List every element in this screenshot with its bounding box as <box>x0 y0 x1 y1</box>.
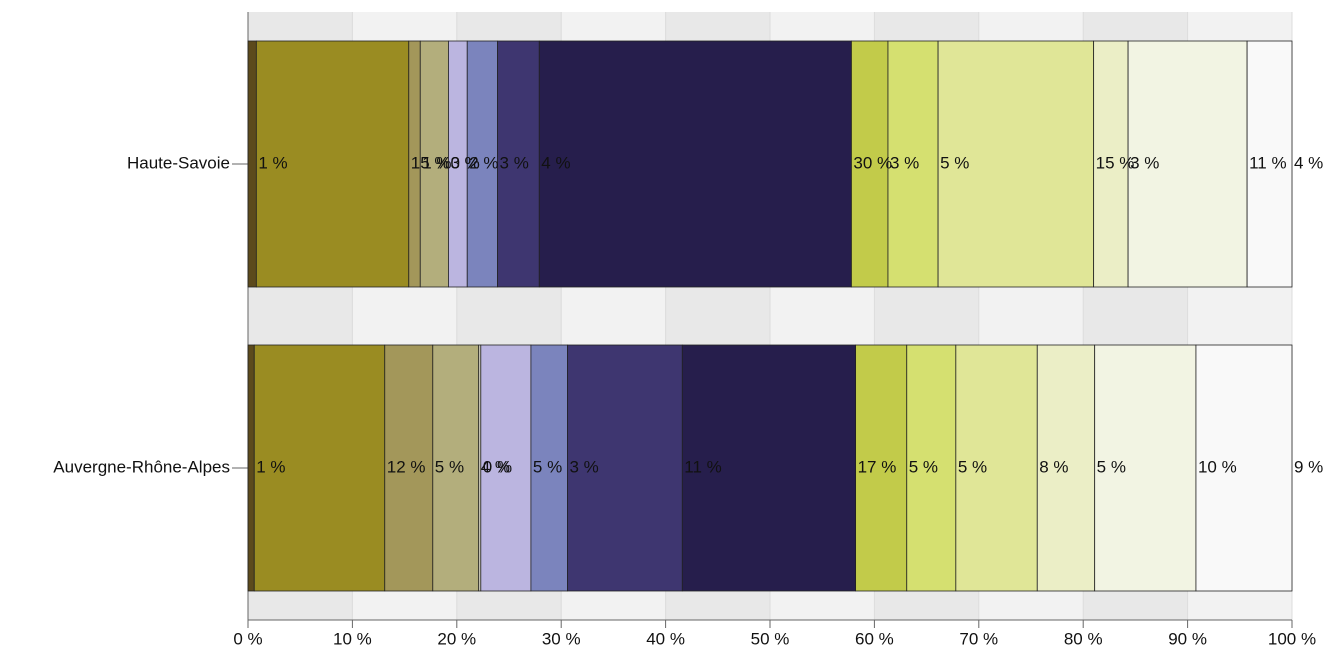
x-tick-label: 40 % <box>646 629 685 648</box>
bar-segment <box>247 40 257 288</box>
bar-segment <box>906 344 957 592</box>
value-label: 5 % <box>435 457 464 476</box>
value-label: 1 % <box>422 153 451 172</box>
value-label: 1 % <box>258 153 287 172</box>
value-label: 3 % <box>890 153 919 172</box>
value-label: 10 % <box>1198 457 1237 476</box>
bar-segment <box>567 344 683 592</box>
bar-segment <box>1094 344 1197 592</box>
y-tick-label: Auvergne-Rhône-Alpes <box>53 457 230 476</box>
y-tick-label: Haute-Savoie <box>127 153 230 172</box>
bar-segment <box>247 344 255 592</box>
value-label: 1 % <box>256 457 285 476</box>
bar-segment <box>1127 40 1248 288</box>
bar-segment <box>1036 344 1096 592</box>
value-label: 17 % <box>858 457 897 476</box>
x-tick-label: 60 % <box>855 629 894 648</box>
value-label: 4 % <box>481 457 510 476</box>
bar-segment <box>1195 344 1293 592</box>
x-tick-label: 70 % <box>959 629 998 648</box>
bar-segment <box>432 344 480 592</box>
bar-segment <box>855 344 908 592</box>
value-label: 12 % <box>387 457 426 476</box>
value-label: 11 % <box>684 457 722 476</box>
value-label: 3 % <box>450 153 479 172</box>
value-label: 30 % <box>853 153 892 172</box>
bar-segment <box>1246 40 1293 288</box>
bar-segment <box>887 40 939 288</box>
value-label: 15 % <box>1096 153 1135 172</box>
value-label: 3 % <box>569 457 598 476</box>
bar-segment <box>384 344 434 592</box>
value-label: 0 % <box>450 153 479 172</box>
value-label: 3 % <box>1130 153 1159 172</box>
x-tick-label: 90 % <box>1168 629 1207 648</box>
x-tick-label: 80 % <box>1064 629 1103 648</box>
x-tick-label: 50 % <box>751 629 790 648</box>
bar-segment <box>480 344 532 592</box>
value-label: 5 % <box>940 153 969 172</box>
value-label: 0 % <box>483 457 512 476</box>
value-label: 5 % <box>1097 457 1126 476</box>
x-tick-label: 0 % <box>233 629 262 648</box>
bar-segment <box>255 40 410 288</box>
value-label: 15 % <box>411 153 450 172</box>
value-label: 4 % <box>541 153 570 172</box>
x-tick-label: 20 % <box>437 629 476 648</box>
value-label: 4 % <box>1294 153 1323 172</box>
x-tick-label: 100 % <box>1268 629 1316 648</box>
value-label: 8 % <box>1039 457 1068 476</box>
bar-segment <box>419 40 449 288</box>
value-label: 9 % <box>1294 457 1323 476</box>
x-tick-label: 10 % <box>333 629 372 648</box>
value-label: 5 % <box>909 457 938 476</box>
value-label: 2 % <box>469 153 498 172</box>
value-label: 11 % <box>1249 153 1287 172</box>
bar-segment <box>955 344 1038 592</box>
bar-segment <box>466 40 498 288</box>
bar-segment <box>538 40 852 288</box>
value-label: 5 % <box>533 457 562 476</box>
bar-segment <box>937 40 1095 288</box>
value-label: 3 % <box>500 153 529 172</box>
bar-segment <box>851 40 889 288</box>
bar-segment <box>497 40 540 288</box>
bar-segment <box>253 344 386 592</box>
bar-segment <box>681 344 857 592</box>
x-tick-label: 30 % <box>542 629 581 648</box>
value-label: 5 % <box>958 457 987 476</box>
